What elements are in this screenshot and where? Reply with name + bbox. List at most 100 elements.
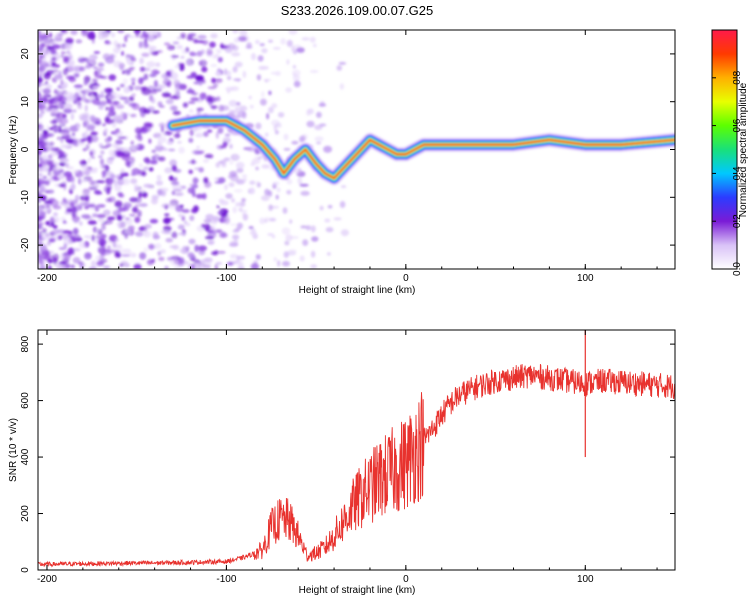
noise-blob — [135, 231, 144, 237]
noise-blob — [223, 217, 231, 225]
noise-blob — [226, 75, 232, 81]
noise-blob — [50, 108, 59, 115]
colorbar-tick-label: 0.6 — [732, 118, 743, 132]
noise-blob — [327, 205, 333, 209]
chart-title: S233.2026.109.00.07.G25 — [281, 3, 434, 18]
noise-blob — [75, 39, 82, 44]
noise-blob — [189, 215, 195, 222]
y-tick-label: 10 — [20, 96, 31, 108]
noise-blob — [323, 145, 333, 153]
noise-blob — [277, 112, 285, 118]
noise-blob — [233, 78, 242, 81]
noise-blob — [51, 56, 57, 61]
noise-blob — [95, 228, 100, 232]
noise-blob — [65, 37, 74, 45]
noise-blob — [141, 86, 148, 90]
noise-blob — [143, 230, 147, 237]
noise-blob — [260, 98, 267, 106]
noise-blob — [124, 99, 130, 105]
noise-blob — [202, 131, 209, 137]
noise-blob — [52, 124, 58, 128]
noise-blob — [210, 64, 218, 67]
noise-blob — [103, 209, 111, 216]
noise-blob — [290, 236, 299, 239]
noise-blob — [141, 88, 151, 96]
noise-blob — [46, 241, 52, 246]
noise-blob — [42, 255, 51, 260]
noise-blob — [77, 105, 83, 110]
noise-blob — [275, 122, 282, 128]
noise-blob — [324, 218, 331, 223]
noise-blob — [113, 60, 123, 68]
noise-blob — [48, 238, 56, 243]
noise-blob — [169, 203, 177, 210]
noise-blob — [138, 191, 143, 199]
snr-content — [38, 330, 675, 568]
noise-blob — [70, 201, 75, 208]
noise-blob — [230, 86, 239, 91]
noise-blob — [163, 231, 172, 235]
noise-blob — [134, 216, 141, 223]
noise-blob — [89, 151, 94, 156]
y-tick-label: 0 — [20, 146, 31, 152]
noise-blob — [133, 85, 143, 91]
noise-blob — [133, 184, 139, 189]
noise-blob — [327, 252, 331, 256]
noise-blob — [49, 41, 56, 46]
noise-blob — [72, 109, 77, 113]
noise-blob — [84, 89, 91, 94]
noise-blob — [153, 80, 158, 88]
noise-blob — [152, 234, 160, 240]
noise-blob — [69, 230, 73, 234]
noise-blob — [196, 50, 203, 57]
noise-blob — [236, 102, 241, 106]
noise-blob — [266, 112, 270, 120]
noise-blob — [229, 110, 235, 115]
noise-blob — [52, 257, 58, 265]
noise-blob — [105, 165, 110, 173]
noise-blob — [191, 159, 196, 165]
noise-blob — [47, 38, 55, 43]
x-tick-label: 100 — [577, 273, 594, 284]
noise-blob — [93, 189, 101, 194]
noise-blob — [54, 32, 62, 40]
noise-blob — [230, 240, 237, 245]
noise-blob — [142, 108, 151, 114]
noise-blob — [291, 69, 301, 77]
noise-blob — [129, 213, 136, 217]
noise-blob — [215, 71, 222, 77]
noise-blob — [61, 181, 67, 185]
noise-blob — [46, 205, 50, 208]
noise-blob — [173, 266, 181, 269]
noise-blob — [234, 61, 243, 68]
noise-blob — [107, 245, 111, 250]
x-tick-label: 0 — [403, 574, 409, 585]
noise-blob — [78, 66, 86, 72]
colorbar-label: Normalized spectral amplitude — [738, 82, 749, 217]
noise-blob — [42, 244, 47, 249]
noise-blob — [116, 87, 120, 91]
noise-blob — [224, 184, 228, 191]
noise-blob — [98, 143, 104, 148]
noise-blob — [38, 248, 42, 255]
noise-blob — [268, 39, 273, 43]
noise-blob — [71, 264, 75, 269]
noise-blob — [108, 94, 117, 100]
noise-blob — [96, 214, 106, 219]
noise-blob — [107, 88, 113, 93]
noise-blob — [285, 87, 292, 93]
noise-blob — [53, 162, 59, 167]
noise-blob — [129, 156, 135, 164]
noise-blob — [52, 224, 58, 229]
noise-blob — [180, 56, 185, 59]
noise-blob — [282, 260, 290, 267]
noise-blob — [233, 155, 241, 159]
noise-blob — [164, 74, 169, 83]
noise-blob — [155, 62, 161, 67]
noise-blob — [100, 158, 104, 166]
noise-blob — [45, 124, 50, 131]
noise-blob — [121, 254, 131, 257]
noise-blob — [197, 245, 207, 251]
noise-blob — [98, 30, 104, 36]
noise-blob — [97, 205, 101, 209]
